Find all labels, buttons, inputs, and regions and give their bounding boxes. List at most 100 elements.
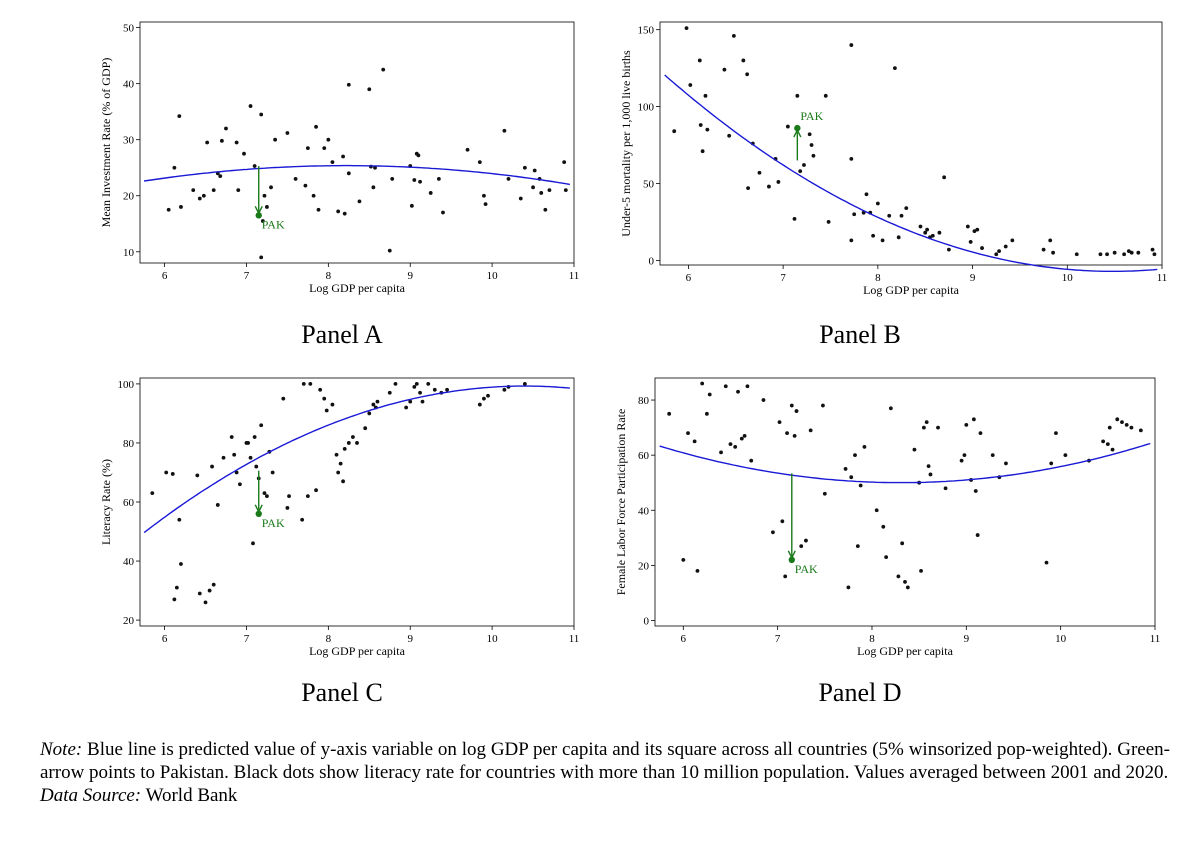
data-point — [904, 206, 909, 210]
data-point — [336, 470, 341, 475]
data-point — [862, 444, 867, 449]
data-point — [242, 151, 246, 156]
data-point — [234, 470, 239, 475]
x-tick-label: 6 — [681, 633, 687, 645]
data-point — [441, 210, 445, 215]
data-point — [849, 43, 854, 47]
y-tick-label: 40 — [123, 79, 135, 91]
data-point — [387, 248, 392, 253]
data-point — [170, 472, 175, 476]
data-point — [757, 170, 762, 175]
data-point — [975, 533, 980, 537]
data-point — [672, 129, 677, 134]
fit-line — [659, 442, 1151, 484]
y-tick-label: 50 — [123, 23, 135, 35]
data-point — [203, 600, 208, 605]
data-point — [736, 389, 740, 394]
panel-a-title: Panel A — [301, 320, 383, 349]
y-tick-label: 30 — [123, 135, 135, 147]
data-point — [342, 211, 347, 216]
chart-panel-b: 6 7 8 9 10 11 0 50 100 150 Log GDP per capita Under… — [619, 21, 1167, 297]
data-point — [238, 482, 242, 487]
data-point — [166, 207, 171, 212]
data-point — [346, 441, 351, 445]
data-point — [899, 213, 904, 218]
y-tick-label: 100 — [118, 379, 135, 391]
y-tick-label: 40 — [638, 505, 650, 517]
pakistan-point — [794, 124, 801, 132]
data-point — [285, 131, 290, 135]
data-point — [229, 435, 234, 439]
y-tick-label: 100 — [638, 102, 655, 114]
x-tick-label: 8 — [875, 272, 881, 284]
data-point — [215, 503, 220, 507]
data-point — [355, 441, 359, 445]
data-point — [1150, 247, 1155, 252]
data-point — [218, 174, 223, 179]
data-point — [700, 149, 705, 154]
data-point — [293, 177, 298, 181]
data-point — [357, 199, 362, 204]
y-tick-label: 10 — [123, 247, 135, 259]
data-point — [741, 58, 746, 63]
data-point — [177, 114, 182, 119]
data-point — [404, 405, 409, 410]
data-point — [390, 177, 395, 181]
data-point — [703, 93, 708, 98]
data-point — [387, 390, 392, 395]
x-tick-label: 8 — [326, 633, 332, 645]
plot-frame — [654, 377, 1156, 627]
data-point — [259, 255, 264, 260]
data-point — [252, 164, 257, 168]
data-point — [179, 205, 183, 209]
data-point — [409, 203, 414, 208]
data-point — [968, 240, 973, 244]
data-point — [1044, 560, 1049, 565]
data-point — [681, 557, 686, 562]
data-point — [822, 491, 827, 496]
data-point — [925, 227, 930, 232]
x-axis-label: Log GDP per capita — [857, 644, 954, 658]
data-point — [436, 177, 441, 181]
x-tick-label: 9 — [964, 633, 970, 645]
data-point — [1152, 252, 1157, 257]
data-point — [477, 402, 482, 407]
data-point — [502, 387, 507, 392]
x-tick-label: 11 — [569, 633, 580, 645]
y-tick-label: 80 — [638, 395, 650, 407]
x-tick-label: 9 — [970, 272, 976, 284]
data-point — [792, 216, 797, 221]
data-point — [994, 252, 999, 257]
data-point — [896, 235, 901, 240]
data-point — [371, 402, 376, 407]
y-axis-label: Under-5 mortality per 1,000 live births — [619, 50, 633, 237]
data-point — [928, 472, 933, 477]
x-tick-label: 8 — [869, 633, 875, 645]
data-point — [248, 455, 253, 460]
data-point — [418, 390, 422, 395]
x-tick-label: 7 — [775, 633, 781, 645]
data-point — [300, 517, 305, 522]
data-point — [219, 138, 224, 143]
data-point — [482, 396, 486, 401]
data-point — [853, 453, 857, 458]
data-point — [884, 555, 889, 560]
pakistan-label: PAK — [795, 562, 818, 576]
data-point — [785, 431, 789, 436]
fit-line — [664, 74, 1158, 272]
data-point — [324, 408, 329, 413]
data-point — [767, 184, 771, 189]
data-point — [287, 494, 291, 498]
data-point — [221, 455, 226, 460]
data-point — [367, 411, 372, 416]
data-point — [1105, 252, 1109, 257]
data-point — [1051, 250, 1055, 255]
data-point — [301, 382, 306, 386]
data-point — [962, 453, 967, 458]
pakistan-point — [255, 510, 262, 518]
data-point — [322, 396, 327, 401]
data-point — [875, 201, 880, 206]
data-point — [761, 398, 766, 402]
data-point — [1115, 417, 1120, 422]
data-point — [745, 384, 750, 389]
